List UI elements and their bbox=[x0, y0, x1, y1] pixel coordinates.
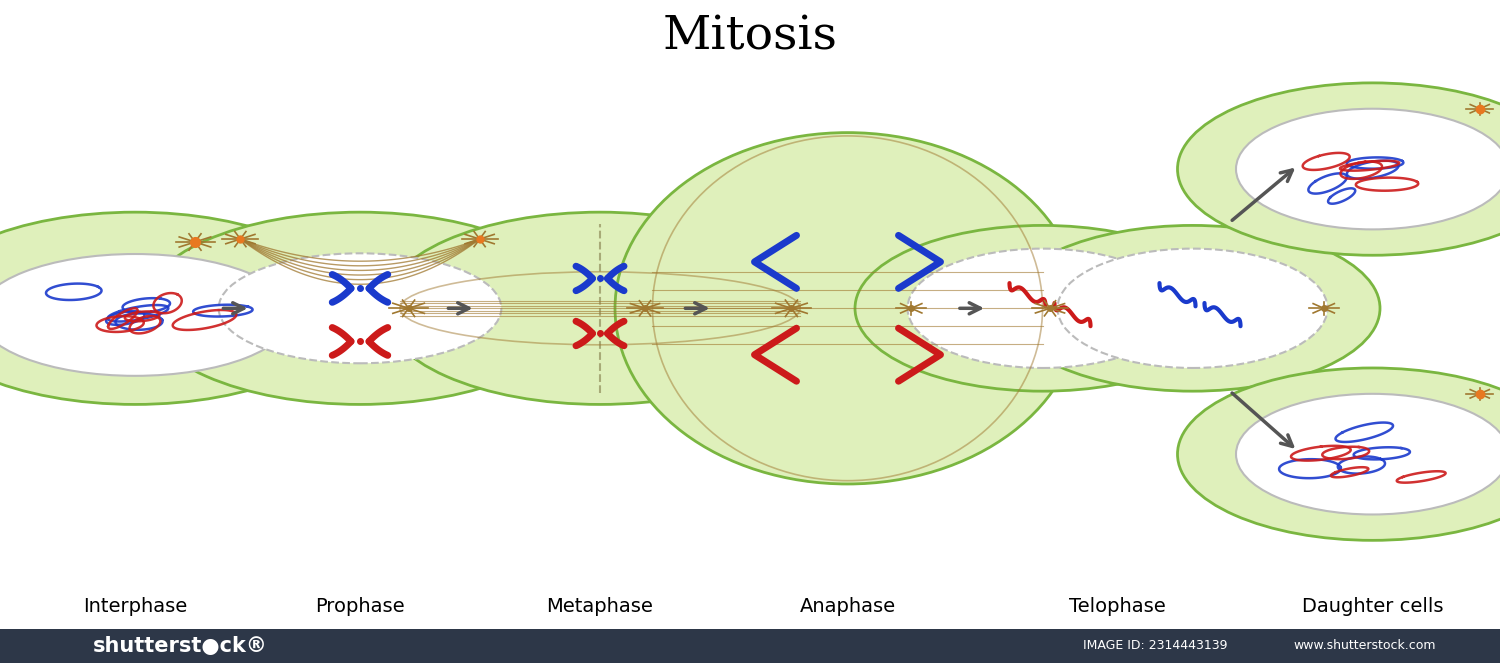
Text: Mitosis: Mitosis bbox=[663, 14, 837, 59]
Text: Anaphase: Anaphase bbox=[800, 597, 895, 616]
Ellipse shape bbox=[1058, 249, 1328, 368]
Circle shape bbox=[0, 212, 352, 404]
Ellipse shape bbox=[908, 249, 1178, 368]
Ellipse shape bbox=[1236, 394, 1500, 514]
Circle shape bbox=[1005, 225, 1380, 391]
Circle shape bbox=[1178, 83, 1500, 255]
Ellipse shape bbox=[1236, 109, 1500, 229]
Text: Interphase: Interphase bbox=[82, 597, 188, 616]
Text: IMAGE ID: 2314443139: IMAGE ID: 2314443139 bbox=[1083, 639, 1227, 652]
Circle shape bbox=[1178, 368, 1500, 540]
Ellipse shape bbox=[0, 254, 291, 376]
Text: Telophase: Telophase bbox=[1070, 597, 1166, 616]
Text: www.shutterstock.com: www.shutterstock.com bbox=[1293, 639, 1437, 652]
Bar bbox=[0, 629, 1500, 663]
Ellipse shape bbox=[615, 133, 1080, 484]
Text: shutterst●ck®: shutterst●ck® bbox=[93, 636, 267, 656]
Circle shape bbox=[855, 225, 1230, 391]
Text: Metaphase: Metaphase bbox=[546, 597, 654, 616]
Text: Prophase: Prophase bbox=[315, 597, 405, 616]
Circle shape bbox=[142, 212, 578, 404]
Ellipse shape bbox=[219, 253, 501, 363]
Text: Daughter cells: Daughter cells bbox=[1302, 597, 1443, 616]
Circle shape bbox=[382, 212, 818, 404]
